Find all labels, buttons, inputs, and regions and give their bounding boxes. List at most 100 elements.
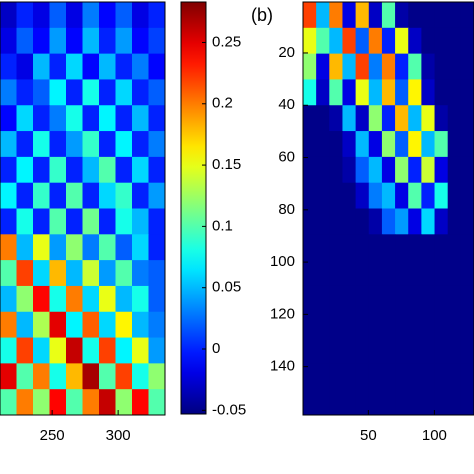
heatmap-cell xyxy=(82,53,100,80)
heatmap-cell xyxy=(447,389,462,416)
heatmap-cell xyxy=(99,285,116,313)
heatmap-cell xyxy=(434,337,449,364)
heatmap-cell xyxy=(447,2,462,29)
heatmap-cell xyxy=(33,285,50,313)
heatmap-cell xyxy=(447,53,462,80)
heatmap-cell xyxy=(316,311,330,339)
heatmap-cell xyxy=(368,131,383,158)
heatmap-cell xyxy=(460,260,474,287)
heatmap-cell xyxy=(355,182,370,209)
heatmap-cell xyxy=(0,182,17,209)
heatmap-cell xyxy=(355,285,370,313)
heatmap-cell xyxy=(329,182,343,209)
heatmap-cell xyxy=(82,311,100,339)
heatmap-cell xyxy=(408,260,422,287)
heatmap-cell xyxy=(316,53,330,80)
heatmap-cell xyxy=(460,389,474,416)
heatmap-cell xyxy=(368,285,383,313)
heatmap-cell xyxy=(355,389,370,416)
heatmap-cell xyxy=(16,389,34,416)
heatmap-cell xyxy=(33,260,50,287)
heatmap-cell xyxy=(381,389,396,416)
heatmap-cell xyxy=(421,53,436,80)
heatmap-cell xyxy=(16,337,34,364)
heatmap-cell xyxy=(316,156,330,184)
heatmap-cell xyxy=(355,105,370,132)
heatmap-cell xyxy=(408,234,422,261)
heatmap-cell xyxy=(0,337,17,364)
heatmap-cell xyxy=(16,208,34,235)
heatmap-cell xyxy=(316,131,330,158)
heatmap-cell xyxy=(303,260,317,287)
heatmap-cell xyxy=(49,234,67,261)
heatmap-cell xyxy=(132,260,149,287)
heatmap-cell xyxy=(99,337,116,364)
heatmap-cell xyxy=(132,2,149,29)
heatmap-cell xyxy=(82,260,100,287)
heatmap-cell xyxy=(421,389,436,416)
panel-label: (b) xyxy=(251,5,273,25)
heatmap-cell xyxy=(395,105,409,132)
heatmap-cell xyxy=(368,156,383,184)
heatmap-cell xyxy=(16,311,34,339)
heatmap-cell xyxy=(408,105,422,132)
heatmap-cell xyxy=(132,363,149,390)
heatmap-cell xyxy=(115,131,133,158)
heatmap-cell xyxy=(33,182,50,209)
heatmap-cell xyxy=(148,53,166,80)
heatmap-cell xyxy=(460,156,474,184)
heatmap-cell xyxy=(460,131,474,158)
y-tick-label: 40 xyxy=(278,96,295,113)
heatmap-cell xyxy=(421,337,436,364)
heatmap-cell xyxy=(49,363,67,390)
heatmap-cell xyxy=(434,260,449,287)
heatmap-cell xyxy=(33,389,50,416)
heatmap-cell xyxy=(66,2,83,29)
heatmap-cell xyxy=(395,389,409,416)
heatmap-cell xyxy=(0,363,17,390)
heatmap-cell xyxy=(342,182,357,209)
heatmap-cell xyxy=(434,105,449,132)
heatmap-cell xyxy=(395,131,409,158)
heatmap-cell xyxy=(342,27,357,55)
heatmap-cell xyxy=(82,156,100,184)
heatmap-cell xyxy=(82,2,100,29)
heatmap-cell xyxy=(368,79,383,106)
heatmap-cell xyxy=(99,156,116,184)
heatmap-cell xyxy=(148,131,166,158)
heatmap-cell xyxy=(329,337,343,364)
heatmap-cell xyxy=(381,156,396,184)
heatmap-cell xyxy=(329,53,343,80)
heatmap-cell xyxy=(421,79,436,106)
heatmap-cell xyxy=(342,53,357,80)
heatmap-cell xyxy=(115,285,133,313)
heatmap-cell xyxy=(0,2,17,29)
heatmap-cell xyxy=(49,53,67,80)
heatmap-cell xyxy=(0,285,17,313)
heatmap-cell xyxy=(66,27,83,55)
heatmap-cell xyxy=(395,234,409,261)
heatmap-cell xyxy=(66,79,83,106)
heatmap-cell xyxy=(115,311,133,339)
heatmap-cell xyxy=(303,363,317,390)
heatmap-cell xyxy=(316,2,330,29)
heatmap-cell xyxy=(82,363,100,390)
heatmap-cell xyxy=(16,260,34,287)
heatmap-cell xyxy=(0,53,17,80)
heatmap-cell xyxy=(395,156,409,184)
heatmap-cell xyxy=(447,105,462,132)
heatmap-cell xyxy=(329,79,343,106)
heatmap-cell xyxy=(82,27,100,55)
heatmap-cell xyxy=(460,2,474,29)
heatmap-cell xyxy=(421,208,436,235)
heatmap-cell xyxy=(421,234,436,261)
heatmap-cell xyxy=(316,27,330,55)
heatmap-cell xyxy=(66,389,83,416)
heatmap-cell xyxy=(66,260,83,287)
heatmap-cell xyxy=(395,79,409,106)
heatmap-cell xyxy=(16,2,34,29)
heatmap-cell xyxy=(381,105,396,132)
heatmap-cell xyxy=(16,182,34,209)
heatmap-cell xyxy=(355,311,370,339)
heatmap-cell xyxy=(329,105,343,132)
